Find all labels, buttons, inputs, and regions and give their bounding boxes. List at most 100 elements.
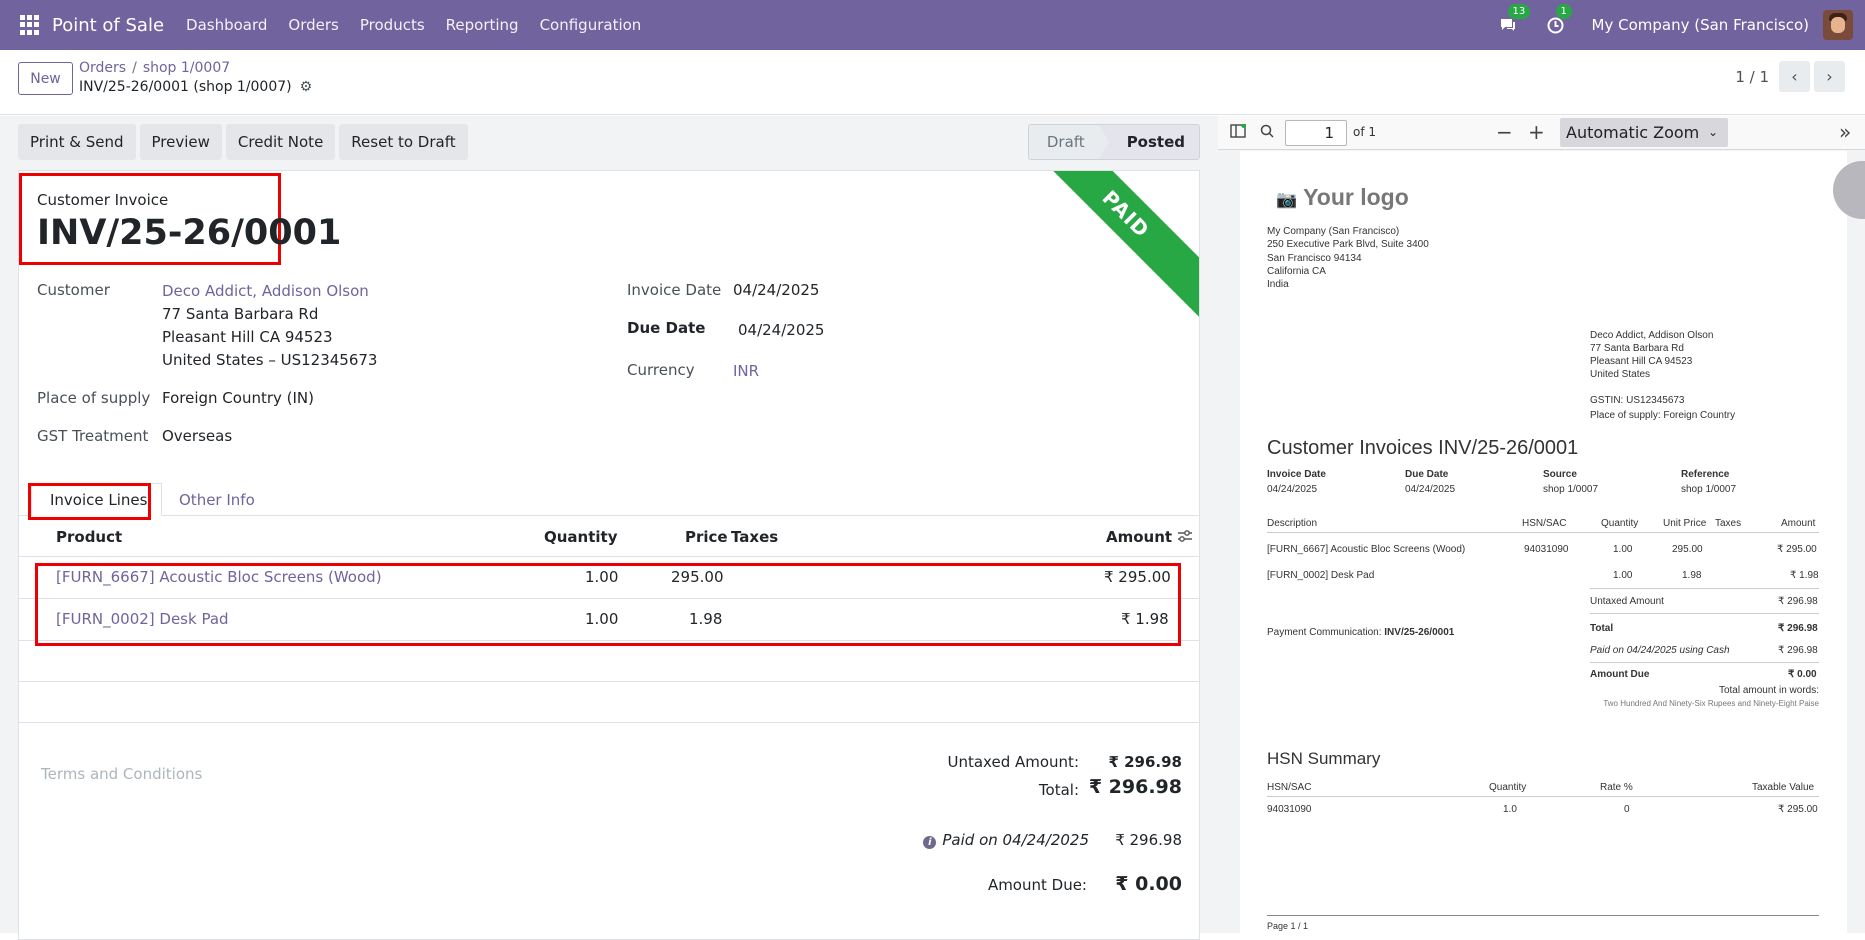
pdf-info-value: 04/24/2025 (1405, 484, 1456, 495)
invoice-type-label: Customer Invoice (37, 191, 169, 209)
customer-name-link[interactable]: Deco Addict, Addison Olson (162, 282, 369, 300)
page-count: of 1 (1353, 125, 1377, 139)
table-row[interactable]: [FURN_0002] Desk Pad 1.00 1.98 ₹ 1.98 (19, 599, 1199, 641)
breadcrumb-shop-order[interactable]: shop 1/0007 (142, 60, 231, 76)
amount-due-label: Amount Due: (987, 876, 1087, 894)
paid-value: ₹ 296.98 (1115, 831, 1182, 849)
col-quantity[interactable]: Quantity (544, 528, 618, 546)
tab-invoice-lines[interactable]: Invoice Lines (31, 483, 163, 516)
pdf-payment-comm-value: INV/25-26/0001 (1384, 627, 1455, 638)
chevron-right-icon: › (1826, 67, 1833, 86)
app-name[interactable]: Point of Sale (52, 14, 165, 36)
chevron-left-icon: ‹ (1791, 67, 1798, 86)
col-product[interactable]: Product (56, 528, 123, 546)
place-of-supply-label: Place of supply (37, 389, 151, 407)
search-icon[interactable] (1260, 124, 1274, 142)
logo-placeholder: 📷 Your logo (1276, 184, 1409, 211)
pager-previous-button[interactable]: ‹ (1779, 61, 1810, 92)
col-price[interactable]: Price (685, 528, 728, 546)
pdf-info-header: Reference (1681, 469, 1730, 480)
user-avatar[interactable] (1823, 10, 1853, 40)
breadcrumb-orders[interactable]: Orders (79, 60, 127, 76)
form-sheet: PAID Customer Invoice INV/25-26/0001 Cus… (18, 170, 1200, 940)
pdf-page: 📷 Your logo My Company (San Francisco) 25… (1240, 151, 1847, 933)
company-address-line: California CA (1267, 266, 1326, 277)
pdf-line-amount: ₹ 295.00 (1777, 544, 1817, 555)
control-panel: New Orders / shop 1/0007 INV/25-26/0001 (s… (0, 50, 1865, 115)
terms-conditions-field[interactable]: Terms and Conditions (41, 765, 203, 783)
preview-button[interactable]: Preview (139, 124, 222, 160)
menu-orders[interactable]: Orders (288, 16, 339, 34)
customer-address-line2: Pleasant Hill CA 94523 (162, 328, 333, 346)
partner-address-line: United States (1590, 369, 1651, 380)
invoice-date-value[interactable]: 04/24/2025 (733, 281, 820, 299)
company-switcher[interactable]: My Company (San Francisco) (1591, 16, 1809, 34)
pager-value[interactable]: 1 / 1 (1735, 68, 1769, 86)
pdf-hsn-header: Rate % (1600, 782, 1633, 793)
company-address-line: India (1267, 279, 1289, 290)
menu-reporting[interactable]: Reporting (445, 16, 519, 34)
info-icon[interactable]: i (923, 836, 937, 849)
menu-configuration[interactable]: Configuration (539, 16, 642, 34)
pdf-rule (1590, 662, 1819, 663)
place-of-supply-value[interactable]: Foreign Country (IN) (162, 389, 315, 407)
reset-to-draft-button[interactable]: Reset to Draft (339, 124, 468, 160)
partner-gstin: GSTIN: US12345673 (1590, 395, 1685, 406)
table-row[interactable]: [FURN_6667] Acoustic Bloc Screens (Wood)… (19, 557, 1199, 599)
new-button[interactable]: New (18, 62, 73, 95)
line-product[interactable]: [FURN_6667] Acoustic Bloc Screens (Wood) (56, 568, 382, 586)
apps-menu-icon[interactable] (20, 15, 40, 35)
line-price: 295.00 (671, 568, 724, 586)
stage-posted[interactable]: Posted (1108, 125, 1199, 159)
pdf-rule (1267, 532, 1819, 533)
tab-other-info[interactable]: Other Info (179, 490, 255, 509)
gst-treatment-value[interactable]: Overseas (162, 427, 233, 445)
optional-columns-icon[interactable] (1177, 529, 1193, 547)
page-number-input[interactable]: 1 (1285, 120, 1347, 146)
col-taxes[interactable]: Taxes (731, 528, 779, 546)
stage-draft[interactable]: Draft (1028, 125, 1099, 159)
line-amount: ₹ 1.98 (1121, 610, 1169, 628)
pager-next-button[interactable]: › (1814, 61, 1845, 92)
menu-dashboard[interactable]: Dashboard (186, 16, 268, 34)
paid-ribbon: PAID (1022, 171, 1199, 318)
customer-address-line3: United States – US12345673 (162, 351, 378, 369)
currency-link[interactable]: INR (733, 362, 760, 380)
pdf-hsn-header: Quantity (1489, 782, 1527, 793)
line-product[interactable]: [FURN_0002] Desk Pad (56, 610, 229, 628)
line-price: 1.98 (689, 610, 723, 628)
zoom-select[interactable]: Automatic Zoom ⌄ (1560, 118, 1728, 147)
zoom-out-icon[interactable]: − (1496, 120, 1513, 144)
zoom-in-icon[interactable]: + (1528, 120, 1545, 144)
pdf-line-price: 295.00 (1672, 544, 1703, 555)
chat-icon[interactable]: 13 (1496, 4, 1531, 37)
lines-table-header: Product Quantity Price Taxes Amount (19, 517, 1199, 557)
pdf-page-footer: Page 1 / 1 (1267, 921, 1309, 931)
total-label: Total: (1038, 781, 1079, 799)
gear-icon[interactable]: ⚙ (299, 79, 313, 95)
notebook-tabs: Invoice Lines Other Info (19, 475, 1199, 516)
untaxed-amount-label: Untaxed Amount: (947, 753, 1080, 771)
pdf-info-value: shop 1/0007 (1681, 484, 1737, 495)
customer-label: Customer (37, 281, 110, 299)
pdf-info-header: Source (1543, 469, 1577, 480)
col-amount[interactable]: Amount (1106, 528, 1173, 546)
pdf-due-value: ₹ 0.00 (1788, 669, 1817, 680)
tab-invoice-lines-label: Invoice Lines (50, 490, 148, 509)
print-send-button[interactable]: Print & Send (18, 124, 136, 160)
payment-line[interactable]: i Paid on 04/24/2025 (789, 831, 1089, 849)
due-date-label: Due Date (627, 319, 706, 337)
pdf-total-value: ₹ 296.98 (1778, 623, 1818, 634)
menu-products[interactable]: Products (359, 16, 425, 34)
company-address-line: My Company (San Francisco) (1267, 226, 1400, 237)
company-address-line: 250 Executive Park Blvd, Suite 3400 (1267, 239, 1429, 250)
pdf-rule (1590, 588, 1819, 589)
sidebar-toggle-icon[interactable] (1230, 122, 1247, 142)
activity-clock-icon[interactable]: 1 (1544, 4, 1572, 37)
tools-toggle-icon[interactable]: » (1839, 120, 1852, 144)
pdf-info-value: 04/24/2025 (1267, 484, 1318, 495)
breadcrumb-separator: / (132, 60, 137, 76)
pdf-line-amount: ₹ 1.98 (1790, 570, 1819, 581)
credit-note-button[interactable]: Credit Note (225, 124, 336, 160)
due-date-value[interactable]: 04/24/2025 (738, 321, 825, 339)
